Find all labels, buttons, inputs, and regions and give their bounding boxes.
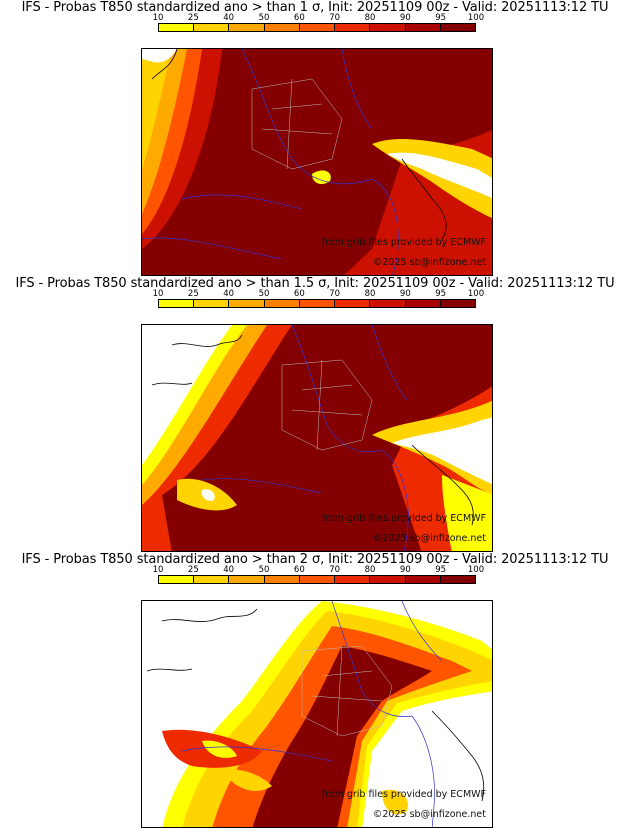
panel-title: IFS - Probas T850 standardized ano > tha… bbox=[21, 552, 609, 567]
colorbar-tick-label: 10 bbox=[152, 13, 164, 23]
colorbar-swatch bbox=[264, 576, 300, 583]
colorbar-swatch bbox=[335, 576, 371, 583]
colorbar-ticks: 10 25 40 50 60 70 80 90 95 100 bbox=[153, 289, 485, 299]
colorbar-tick-label: 25 bbox=[187, 13, 199, 23]
panel-title: IFS - Probas T850 standardized ano > tha… bbox=[15, 276, 615, 291]
colorbar-ticks: 10 25 40 50 60 70 80 90 95 100 bbox=[153, 13, 485, 23]
colorbar-swatch bbox=[405, 300, 441, 307]
colorbar-tick-label: 95 bbox=[435, 13, 447, 23]
colorbar-tick-label: 25 bbox=[187, 289, 199, 299]
probability-map: from grib files provided by ECMWF ©2025 … bbox=[141, 48, 493, 276]
credit-source: from grib files provided by ECMWF bbox=[321, 237, 486, 248]
colorbar-swatch bbox=[440, 300, 475, 307]
probability-map: from grib files provided by ECMWF ©2025 … bbox=[141, 600, 493, 828]
colorbar-swatches bbox=[158, 299, 476, 308]
colorbar-swatch bbox=[194, 576, 230, 583]
panel-title: IFS - Probas T850 standardized ano > tha… bbox=[21, 0, 609, 15]
credit-copyright: ©2025 sb@infizone.net bbox=[372, 257, 486, 268]
colorbar-swatch bbox=[194, 300, 230, 307]
colorbar-swatch bbox=[299, 24, 336, 31]
colorbar-ticks: 10 25 40 50 60 70 80 90 95 100 bbox=[153, 565, 485, 575]
colorbar-tick-label: 10 bbox=[152, 289, 164, 299]
colorbar-tick-label: 70 bbox=[329, 565, 341, 575]
credit-copyright: ©2025 sb@infizone.net bbox=[372, 809, 486, 820]
colorbar-swatch bbox=[335, 300, 371, 307]
colorbar-swatch bbox=[159, 300, 195, 307]
colorbar-tick-label: 100 bbox=[467, 565, 485, 575]
colorbar-tick-label: 40 bbox=[223, 289, 235, 299]
colorbar-tick-label: 60 bbox=[293, 13, 305, 23]
colorbar-tick-label: 70 bbox=[329, 289, 341, 299]
colorbar-swatch bbox=[370, 576, 406, 583]
colorbar-swatch bbox=[159, 576, 195, 583]
colorbar-swatch bbox=[440, 24, 475, 31]
colorbar: 10 25 40 50 60 70 80 90 95 100 bbox=[153, 289, 485, 310]
colorbar-swatch bbox=[299, 300, 336, 307]
colorbar-tick-label: 40 bbox=[223, 565, 235, 575]
colorbar-swatch bbox=[229, 300, 265, 307]
colorbar-swatch bbox=[335, 24, 371, 31]
colorbar-tick-label: 10 bbox=[152, 565, 164, 575]
colorbar-tick-label: 50 bbox=[258, 565, 270, 575]
colorbar-swatch bbox=[299, 576, 336, 583]
colorbar-swatch bbox=[370, 300, 406, 307]
map-panel-1: IFS - Probas T850 standardized ano > tha… bbox=[0, 0, 630, 276]
colorbar: 10 25 40 50 60 70 80 90 95 100 bbox=[153, 13, 485, 34]
colorbar-tick-label: 25 bbox=[187, 565, 199, 575]
credit-copyright: ©2025 sb@infizone.net bbox=[372, 533, 486, 544]
colorbar-tick-label: 90 bbox=[399, 565, 411, 575]
colorbar-tick-label: 100 bbox=[467, 13, 485, 23]
colorbar-swatch bbox=[440, 576, 475, 583]
credit-source: from grib files provided by ECMWF bbox=[321, 789, 486, 800]
colorbar: 10 25 40 50 60 70 80 90 95 100 bbox=[153, 565, 485, 586]
colorbar-tick-label: 90 bbox=[399, 13, 411, 23]
colorbar-swatches bbox=[158, 23, 476, 32]
colorbar-swatch bbox=[405, 24, 441, 31]
colorbar-swatch bbox=[159, 24, 195, 31]
colorbar-swatch bbox=[370, 24, 406, 31]
map-panel-3: IFS - Probas T850 standardized ano > tha… bbox=[0, 552, 630, 828]
credit-source: from grib files provided by ECMWF bbox=[321, 513, 486, 524]
colorbar-tick-label: 80 bbox=[364, 13, 376, 23]
colorbar-swatches bbox=[158, 575, 476, 584]
colorbar-swatch bbox=[405, 576, 441, 583]
colorbar-tick-label: 50 bbox=[258, 289, 270, 299]
colorbar-tick-label: 90 bbox=[399, 289, 411, 299]
colorbar-swatch bbox=[264, 300, 300, 307]
colorbar-tick-label: 100 bbox=[467, 289, 485, 299]
colorbar-tick-label: 60 bbox=[293, 289, 305, 299]
colorbar-tick-label: 80 bbox=[364, 565, 376, 575]
colorbar-tick-label: 70 bbox=[329, 13, 341, 23]
colorbar-swatch bbox=[194, 24, 230, 31]
colorbar-tick-label: 40 bbox=[223, 13, 235, 23]
colorbar-tick-label: 95 bbox=[435, 289, 447, 299]
probability-map: from grib files provided by ECMWF ©2025 … bbox=[141, 324, 493, 552]
map-panel-2: IFS - Probas T850 standardized ano > tha… bbox=[0, 276, 630, 552]
colorbar-tick-label: 80 bbox=[364, 289, 376, 299]
colorbar-swatch bbox=[229, 576, 265, 583]
colorbar-tick-label: 50 bbox=[258, 13, 270, 23]
colorbar-tick-label: 60 bbox=[293, 565, 305, 575]
colorbar-swatch bbox=[264, 24, 300, 31]
colorbar-tick-label: 95 bbox=[435, 565, 447, 575]
colorbar-swatch bbox=[229, 24, 265, 31]
